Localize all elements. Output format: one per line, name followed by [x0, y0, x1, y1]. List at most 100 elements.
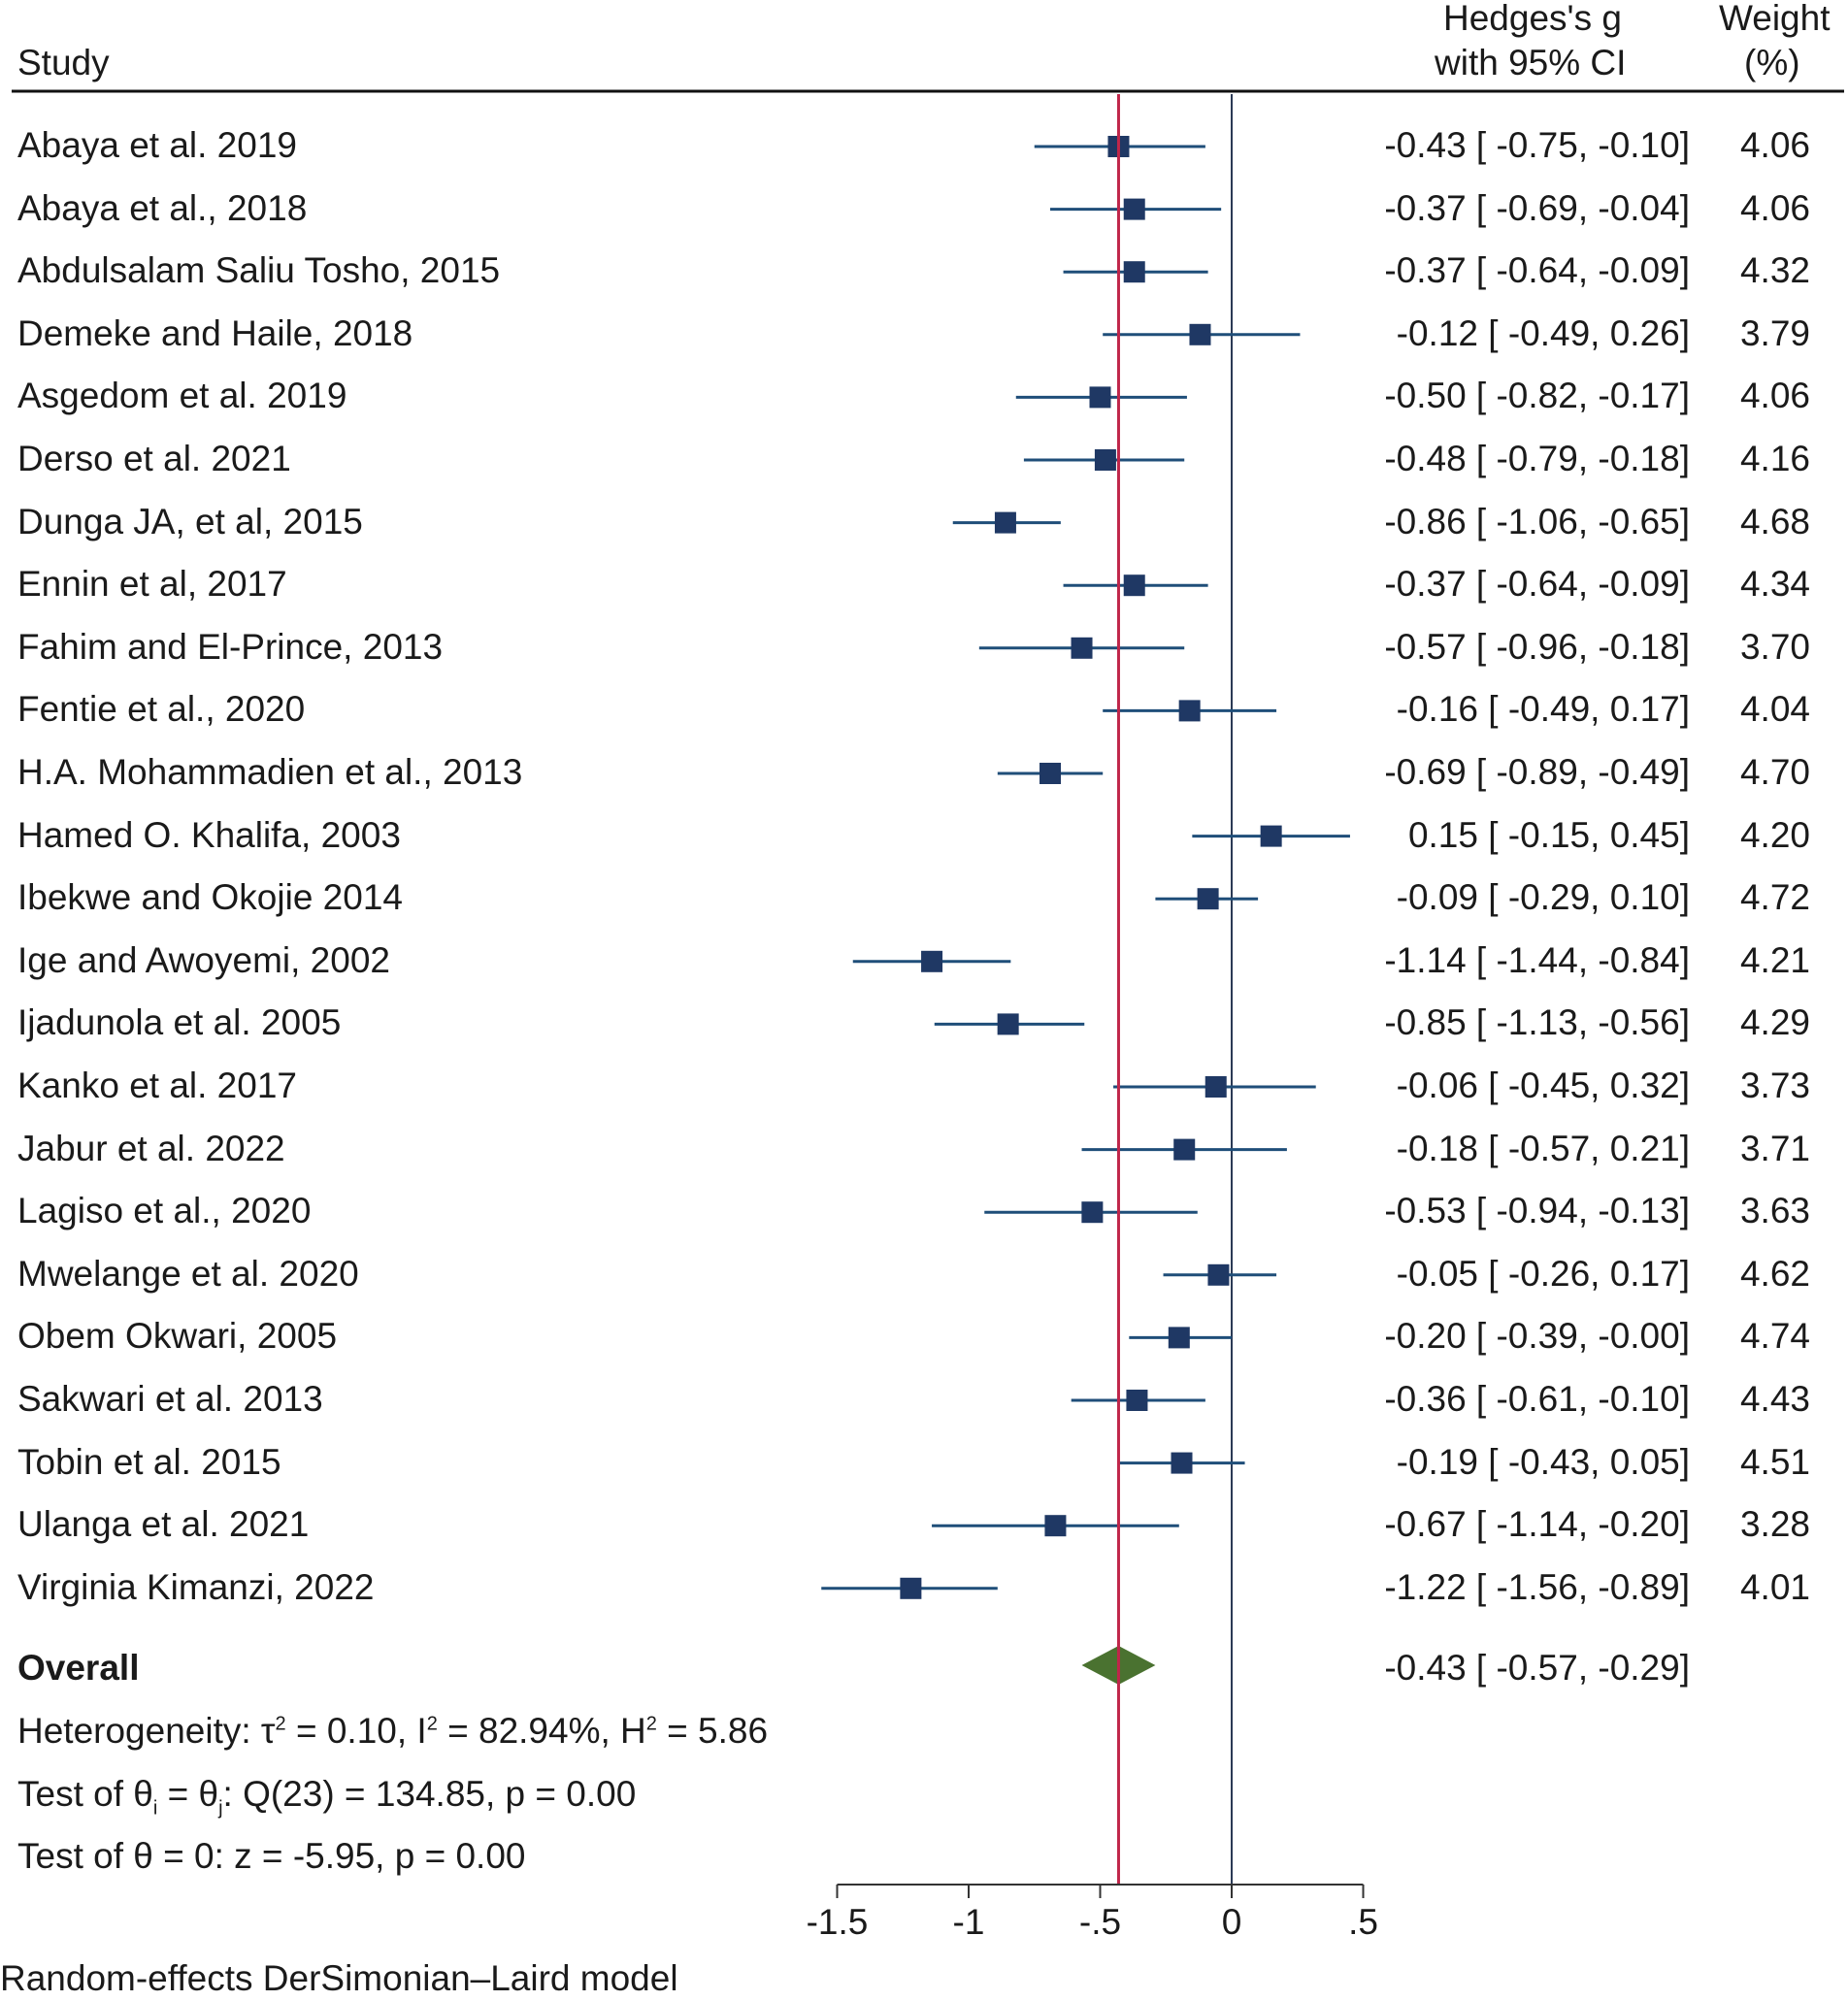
study-effect-square: [1197, 888, 1219, 910]
study-ci-text: -0.36 [ -0.61, -0.10]: [1384, 1379, 1690, 1419]
study-name: Tobin et al. 2015: [17, 1441, 281, 1482]
study-weight: 4.06: [1739, 376, 1810, 416]
x-axis-tick-label: -.5: [1078, 1902, 1122, 1942]
study-ci-text: -0.48 [ -0.79, -0.18]: [1384, 439, 1690, 478]
study-ci-text: -0.19 [ -0.43, 0.05]: [1396, 1441, 1690, 1482]
x-axis-tick-label: 0: [1221, 1902, 1242, 1942]
study-name: Derso et al. 2021: [17, 439, 291, 478]
study-weight: 3.73: [1739, 1066, 1810, 1105]
test-theta-prefix: Test of θ: [17, 1774, 153, 1814]
study-effect-square: [1123, 261, 1145, 283]
header-weight-line1: Weight: [1719, 0, 1831, 38]
study-weight: 3.79: [1739, 312, 1810, 353]
model-footnote: Random-effects DerSimonian–Laird model: [0, 1958, 678, 1998]
study-name: Lagiso et al., 2020: [17, 1191, 312, 1231]
study-ci-text: -0.37 [ -0.69, -0.04]: [1384, 187, 1690, 228]
study-ci-text: -0.05 [ -0.26, 0.17]: [1396, 1253, 1690, 1294]
study-weight: 4.06: [1739, 187, 1810, 228]
study-weight: 3.28: [1739, 1504, 1810, 1545]
study-name: Abdulsalam Saliu Tosho, 2015: [17, 250, 501, 291]
study-ci-text: -0.16 [ -0.49, 0.17]: [1396, 689, 1690, 730]
study-ci-text: -0.43 [ -0.75, -0.10]: [1384, 125, 1690, 165]
study-effect-square: [1171, 1452, 1193, 1474]
x-axis-tick-label: .5: [1348, 1902, 1378, 1942]
study-ci-text: -0.06 [ -0.45, 0.32]: [1396, 1066, 1690, 1105]
study-name: Ige and Awoyemi, 2002: [17, 939, 390, 980]
study-effect-square: [994, 511, 1016, 534]
study-weight: 4.43: [1739, 1379, 1810, 1419]
study-effect-square: [1044, 1515, 1067, 1537]
study-ci-text: -0.37 [ -0.64, -0.09]: [1384, 564, 1690, 605]
study-name: Kanko et al. 2017: [17, 1066, 297, 1105]
overall-label: Overall: [17, 1648, 140, 1688]
study-weight: 4.29: [1739, 1002, 1810, 1043]
study-effect-square: [921, 950, 943, 972]
study-effect-square: [1126, 1390, 1148, 1411]
study-ci-text: -1.22 [ -1.56, -0.89]: [1384, 1566, 1690, 1607]
test-theta-sub2: j: [218, 1797, 223, 1820]
study-effect-square: [1168, 1327, 1190, 1349]
study-weight: 4.68: [1739, 501, 1810, 541]
test-theta-sub1: i: [152, 1797, 158, 1820]
study-name: Asgedom et al. 2019: [17, 376, 347, 416]
study-name: Fentie et al., 2020: [17, 689, 306, 730]
study-effect-square: [1189, 323, 1211, 345]
study-ci-text: -0.09 [ -0.29, 0.10]: [1396, 877, 1690, 918]
study-weight: 3.63: [1739, 1191, 1810, 1231]
study-weight: 4.06: [1739, 125, 1810, 165]
study-name: Abaya et al., 2018: [17, 187, 308, 228]
study-name: Ijadunola et al. 2005: [17, 1002, 342, 1043]
study-weight: 4.32: [1739, 250, 1810, 291]
study-name: Abaya et al. 2019: [17, 125, 297, 165]
study-name: Ennin et al, 2017: [17, 564, 287, 605]
study-ci-text: -0.50 [ -0.82, -0.17]: [1384, 376, 1690, 416]
study-weight: 4.72: [1739, 877, 1810, 918]
heterogeneity-stat: Heterogeneity: τ2 = 0.10, I2 = 82.94%, H…: [17, 1711, 768, 1752]
study-weight: 4.01: [1739, 1566, 1810, 1607]
study-weight: 4.21: [1739, 939, 1810, 980]
study-weight: 3.70: [1739, 626, 1810, 667]
study-effect-square: [1204, 1076, 1227, 1098]
study-effect-square: [997, 1013, 1019, 1035]
study-weight: 4.20: [1739, 814, 1810, 855]
study-effect-square: [1173, 1138, 1196, 1161]
study-effect-square: [1081, 1201, 1104, 1224]
heterogeneity-mid1: = 0.10, I: [285, 1711, 427, 1751]
study-ci-text: -0.20 [ -0.39, -0.00]: [1384, 1316, 1690, 1357]
study-name: H.A. Mohammadien et al., 2013: [17, 752, 523, 792]
study-ci-text: -0.53 [ -0.94, -0.13]: [1384, 1191, 1690, 1231]
study-ci-text: 0.15 [ -0.15, 0.45]: [1407, 814, 1690, 855]
overall-ci-text: -0.43 [ -0.57, -0.29]: [1384, 1648, 1690, 1688]
study-effect-square: [1071, 637, 1093, 659]
study-ci-text: -0.85 [ -1.13, -0.56]: [1384, 1002, 1690, 1043]
study-effect-square: [900, 1577, 922, 1599]
test-theta-end: : Q(23) = 134.85, p = 0.00: [222, 1774, 637, 1814]
x-axis-tick-label: -1: [952, 1902, 985, 1942]
heterogeneity-mid2: = 82.94%, H: [437, 1711, 646, 1751]
test-theta-mid: = θ: [157, 1774, 219, 1814]
test-zero-stat: Test of θ = 0: z = -5.95, p = 0.00: [17, 1836, 526, 1876]
heterogeneity-sup2: 2: [426, 1713, 438, 1735]
heterogeneity-sup3: 2: [645, 1713, 657, 1735]
header-weight-line2: (%): [1744, 43, 1800, 82]
study-name: Mwelange et al. 2020: [17, 1253, 359, 1294]
study-weight: 4.74: [1739, 1316, 1810, 1357]
study-weight: 4.62: [1739, 1253, 1810, 1294]
study-ci-text: -0.86 [ -1.06, -0.65]: [1384, 501, 1690, 541]
heterogeneity-sup1: 2: [275, 1713, 286, 1735]
heterogeneity-end: = 5.86: [656, 1711, 769, 1751]
test-theta-stat: Test of θi = θj: Q(23) = 134.85, p = 0.0…: [17, 1774, 636, 1820]
study-name: Jabur et al. 2022: [17, 1128, 285, 1168]
study-name: Dunga JA, et al, 2015: [17, 501, 363, 541]
header-effect-line2: with 95% CI: [1435, 43, 1627, 82]
study-ci-text: -0.69 [ -0.89, -0.49]: [1384, 752, 1690, 792]
heterogeneity-prefix: Heterogeneity: τ: [17, 1711, 276, 1751]
header-study: Study: [17, 43, 110, 82]
study-name: Obem Okwari, 2005: [17, 1316, 338, 1357]
study-weight: 4.51: [1739, 1441, 1810, 1482]
header-effect-line1: Hedges's g: [1443, 0, 1622, 38]
study-name: Hamed O. Khalifa, 2003: [17, 814, 401, 855]
study-weight: 4.16: [1739, 439, 1810, 478]
study-weight: 4.34: [1739, 564, 1810, 605]
study-effect-square: [1123, 198, 1145, 220]
